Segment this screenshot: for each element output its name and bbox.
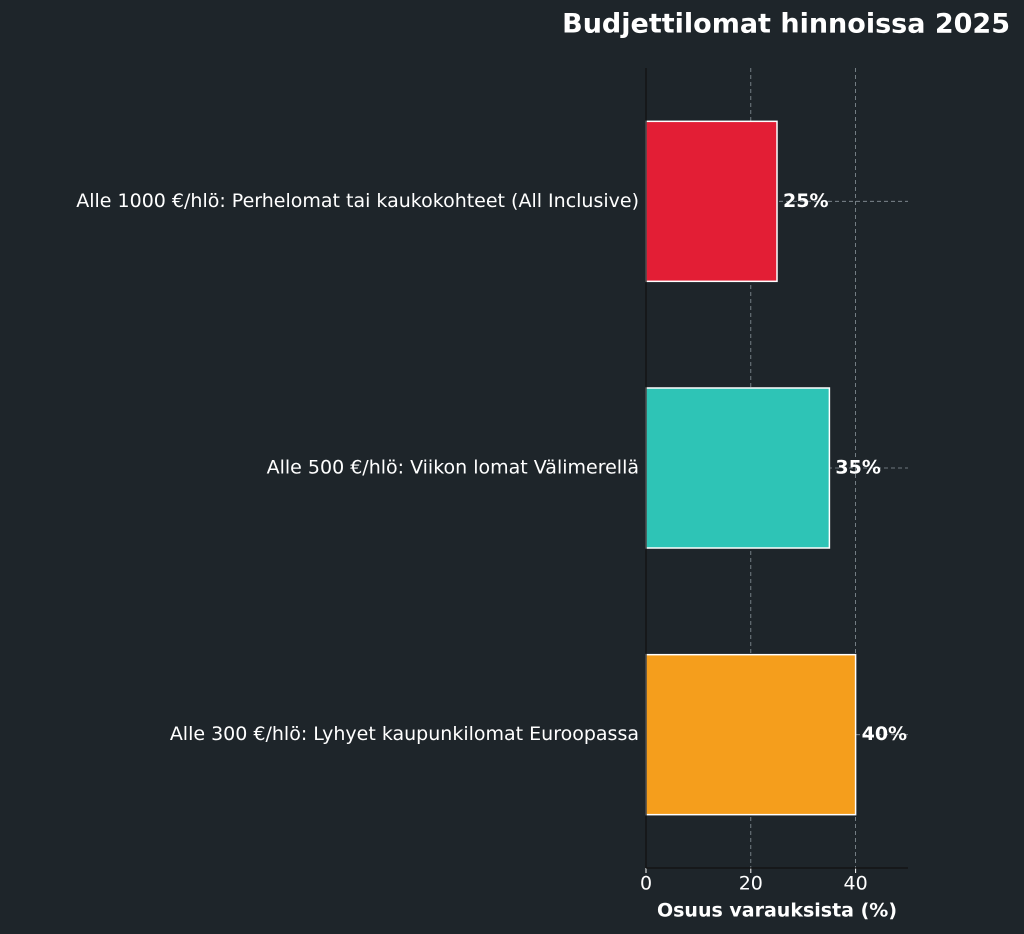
value-label: 40% xyxy=(862,723,907,745)
bar xyxy=(645,387,831,549)
y-tick-label: Alle 1000 €/hlö: Perhelomat tai kaukokoh… xyxy=(76,190,639,212)
chart-title: Budjettilomat hinnoissa 2025 xyxy=(562,9,1010,40)
x-tick-label: 20 xyxy=(739,873,763,895)
y-tick-label: Alle 300 €/hlö: Lyhyet kaupunkilomat Eur… xyxy=(170,723,639,745)
value-label: 35% xyxy=(835,457,880,479)
x-axis-label: Osuus varauksista (%) xyxy=(657,900,897,922)
x-tick-label: 0 xyxy=(640,873,652,895)
x-tick-label: 40 xyxy=(844,873,868,895)
bar xyxy=(645,653,857,816)
y-tick-label: Alle 500 €/hlö: Viikon lomat Välimerellä xyxy=(267,457,639,479)
value-label: 25% xyxy=(783,190,828,212)
bar xyxy=(645,120,778,283)
